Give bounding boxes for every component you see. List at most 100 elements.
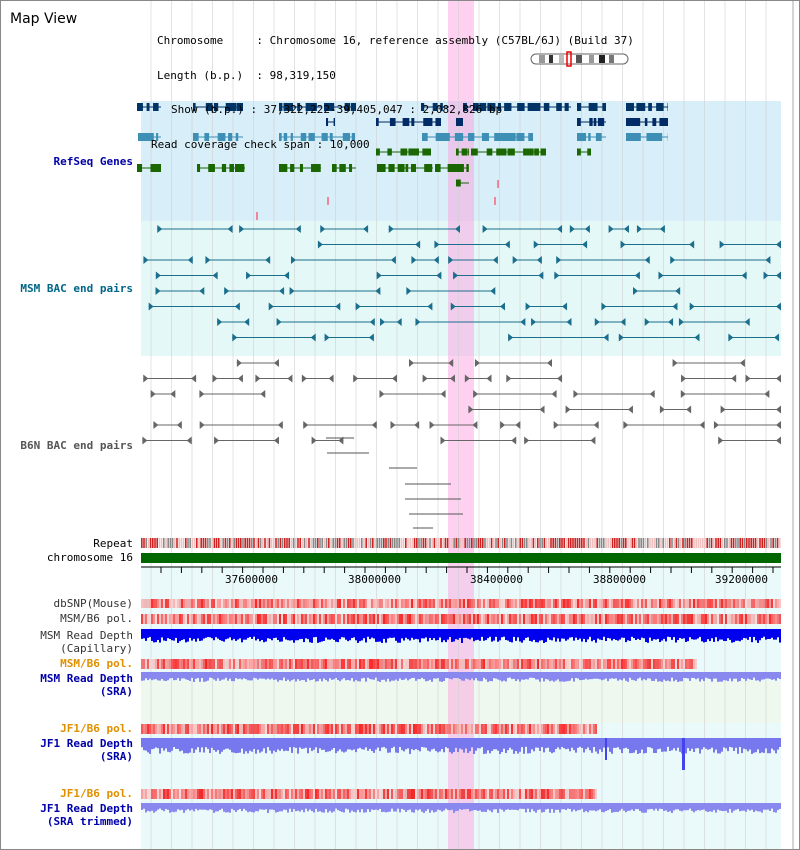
depth-bar bbox=[387, 803, 389, 812]
heat-cell bbox=[549, 614, 551, 624]
track-label-b6n-bac[interactable]: B6N BAC end pairs bbox=[20, 439, 133, 452]
bac-end-marker bbox=[508, 333, 514, 342]
depth-bar bbox=[195, 738, 197, 750]
depth-bar bbox=[689, 672, 691, 681]
depth-bar bbox=[505, 738, 507, 754]
depth-bar bbox=[189, 803, 191, 811]
heat-cell bbox=[273, 789, 275, 799]
bac-end-marker bbox=[720, 405, 726, 414]
depth-bar bbox=[591, 672, 593, 680]
depth-bar bbox=[677, 672, 679, 682]
track-label-msm-depth-capillary-sub: (Capillary) bbox=[60, 642, 133, 655]
heat-cell bbox=[381, 724, 383, 734]
heat-cell bbox=[747, 599, 749, 608]
heat-cell bbox=[585, 599, 587, 608]
depth-bar bbox=[259, 629, 261, 642]
heat-cell bbox=[337, 659, 339, 669]
depth-bar bbox=[497, 672, 499, 680]
depth-bar bbox=[233, 629, 235, 639]
depth-bar bbox=[661, 803, 663, 810]
heat-cell bbox=[147, 659, 149, 669]
heat-cell bbox=[153, 789, 155, 799]
heat-cell bbox=[459, 599, 461, 608]
depth-bar bbox=[353, 803, 355, 812]
depth-bar bbox=[671, 672, 673, 678]
heat-cell bbox=[717, 614, 719, 624]
heat-cell bbox=[271, 614, 273, 624]
depth-bar bbox=[387, 629, 389, 639]
depth-bar bbox=[769, 738, 771, 754]
bac-end-marker bbox=[681, 374, 687, 383]
depth-bar bbox=[717, 672, 719, 682]
heat-cell bbox=[619, 659, 621, 669]
heat-cell bbox=[439, 789, 441, 799]
depth-bar bbox=[601, 672, 603, 681]
depth-bar bbox=[621, 629, 623, 638]
depth-bar bbox=[685, 672, 687, 679]
depth-bar bbox=[541, 629, 543, 641]
repeat-mark bbox=[501, 538, 504, 548]
repeat-mark bbox=[332, 538, 334, 548]
gene-exon bbox=[300, 133, 307, 141]
depth-bar bbox=[423, 672, 425, 680]
gene-exon bbox=[321, 133, 328, 141]
depth-bar bbox=[633, 629, 635, 639]
heat-cell bbox=[349, 599, 351, 608]
heat-cell bbox=[149, 614, 151, 624]
heat-cell bbox=[401, 789, 403, 799]
heat-cell bbox=[141, 599, 143, 608]
repeat-mark bbox=[655, 538, 658, 548]
depth-bar bbox=[621, 803, 623, 809]
depth-bar bbox=[741, 672, 743, 679]
heat-cell bbox=[589, 599, 591, 608]
heat-cell bbox=[243, 599, 245, 608]
heat-cell bbox=[665, 599, 667, 608]
depth-bar bbox=[447, 629, 449, 640]
heat-cell bbox=[143, 724, 145, 734]
depth-bar bbox=[225, 738, 227, 749]
depth-bar bbox=[489, 738, 491, 754]
heat-cell bbox=[491, 724, 493, 734]
repeat-mark bbox=[589, 538, 592, 548]
heat-cell bbox=[277, 724, 279, 734]
heat-cell bbox=[595, 599, 597, 608]
repeat-mark bbox=[418, 538, 420, 548]
repeat-mark bbox=[246, 538, 249, 548]
heat-cell bbox=[475, 789, 477, 799]
depth-bar bbox=[345, 803, 347, 809]
depth-bar bbox=[721, 672, 723, 682]
depth-bar bbox=[341, 672, 343, 680]
depth-bar bbox=[209, 672, 211, 678]
depth-bar bbox=[561, 803, 563, 810]
track-label-refseq[interactable]: RefSeq Genes bbox=[53, 155, 133, 168]
repeat-mark bbox=[697, 538, 700, 548]
repeat-mark bbox=[743, 538, 746, 548]
gene-exon bbox=[156, 133, 159, 141]
heat-cell bbox=[397, 659, 399, 669]
heat-cell bbox=[477, 789, 479, 799]
depth-bar bbox=[385, 629, 387, 643]
heat-cell bbox=[371, 789, 373, 799]
gene-exon bbox=[589, 118, 593, 126]
heat-cell bbox=[485, 614, 487, 624]
track-label-msm-bac[interactable]: MSM BAC end pairs bbox=[20, 282, 133, 295]
heat-cell bbox=[671, 599, 673, 608]
repeat-mark bbox=[422, 538, 425, 548]
depth-bar bbox=[431, 629, 433, 640]
heat-cell bbox=[241, 789, 243, 799]
repeat-mark bbox=[532, 538, 535, 548]
depth-bar bbox=[653, 672, 655, 681]
depth-bar bbox=[321, 629, 323, 642]
depth-bar bbox=[353, 629, 355, 638]
depth-bar bbox=[255, 629, 257, 641]
heat-cell bbox=[461, 614, 463, 624]
repeat-mark bbox=[270, 538, 273, 548]
heat-cell bbox=[329, 614, 331, 624]
heat-cell bbox=[473, 724, 475, 734]
heat-cell bbox=[149, 659, 151, 669]
heat-cell bbox=[661, 659, 663, 669]
depth-bar bbox=[341, 738, 343, 752]
heat-cell bbox=[171, 659, 173, 669]
repeat-mark bbox=[779, 538, 781, 548]
